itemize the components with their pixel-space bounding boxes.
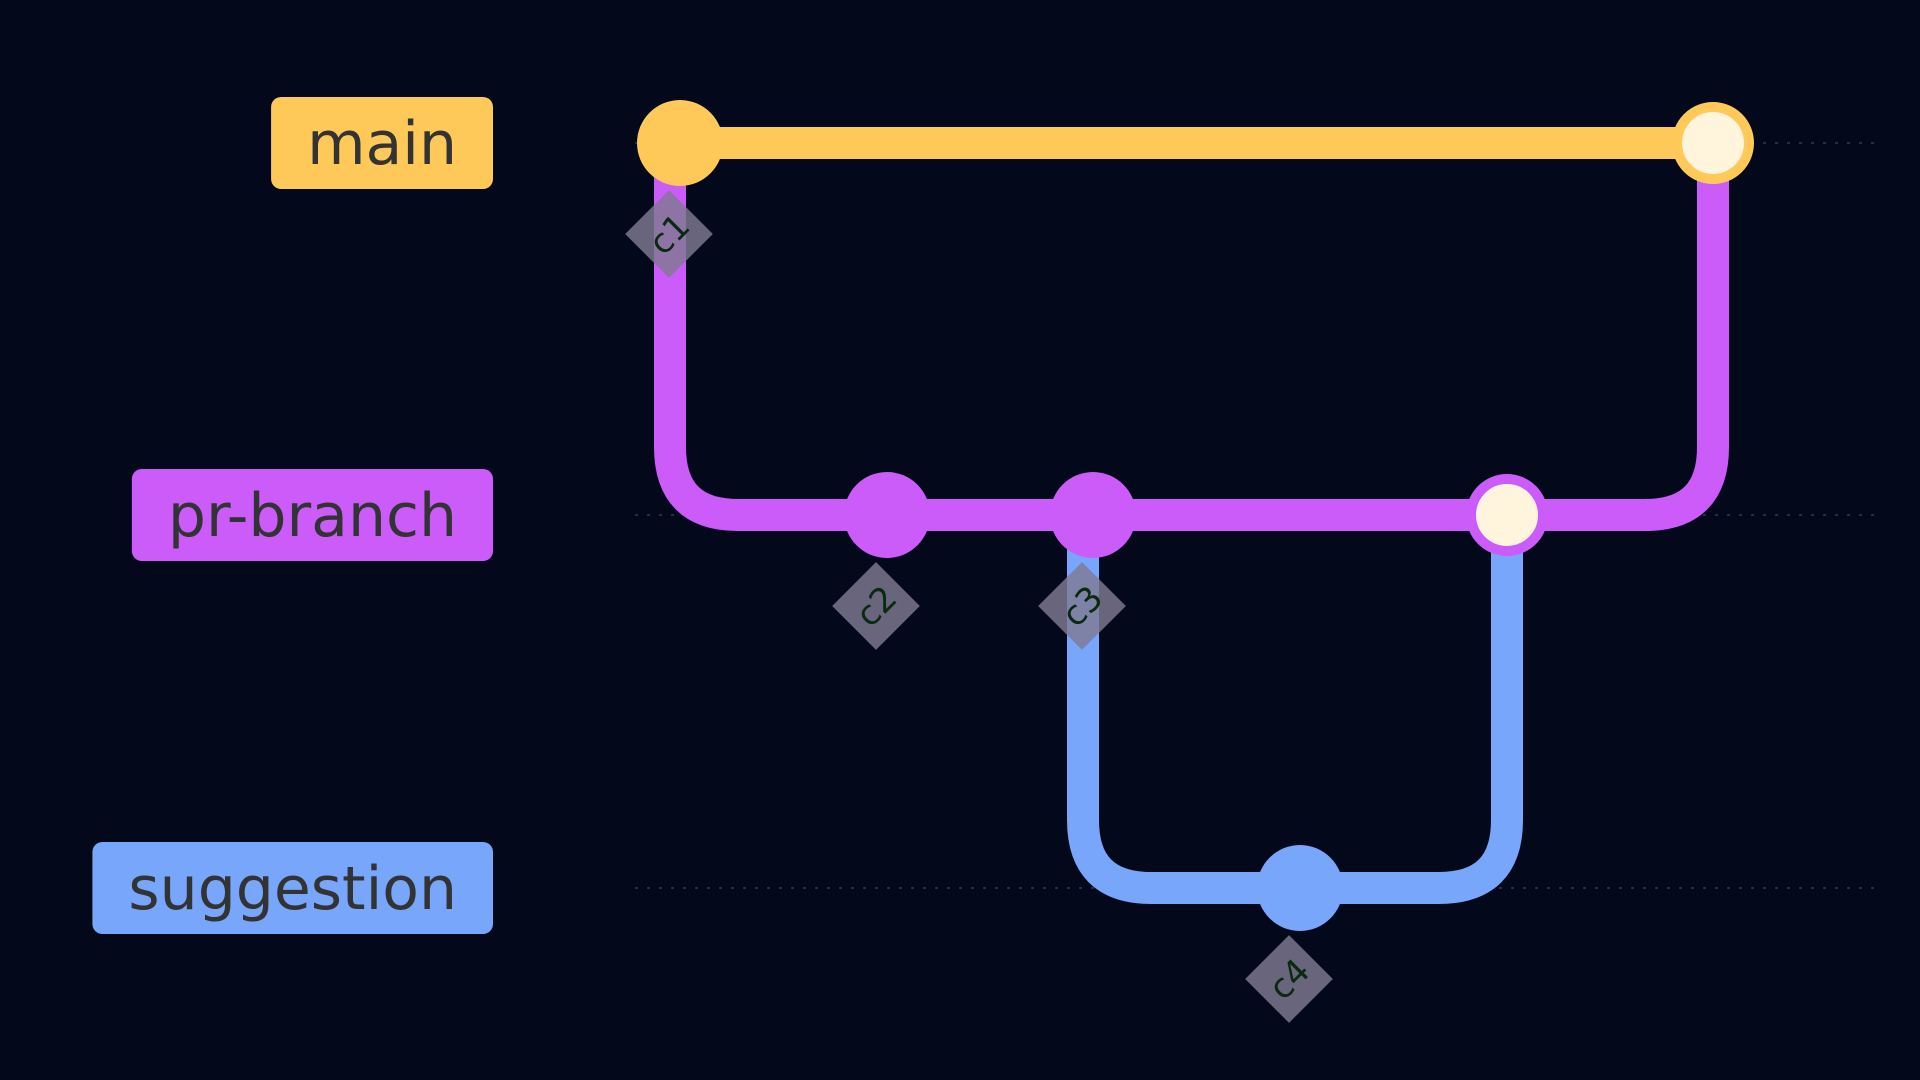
- commit-label-tag: [1038, 562, 1126, 650]
- branch-label-suggestion: [92, 842, 493, 934]
- commit-label-c3: c3: [1038, 562, 1126, 650]
- commit-nodes: [637, 100, 1754, 931]
- commit-labels: c1 c2 c3 c4: [625, 190, 1333, 1023]
- branch-label-pr-branch: [131, 469, 493, 561]
- branch-label-text-suggestion: suggestion: [128, 854, 457, 924]
- commit-label-c2: c2: [832, 562, 920, 650]
- edge-c4-to-merge-suggestion: [1300, 515, 1523, 904]
- commit-label-c1: c1: [625, 190, 713, 278]
- merge-commit-merge-pr: [1672, 102, 1754, 184]
- commit-label-c4: c4: [1245, 935, 1333, 1023]
- merge-commit-merge-suggestion: [1466, 474, 1548, 556]
- commit-label-tag: [625, 190, 713, 278]
- commit-node-c2: [844, 472, 930, 558]
- branch-labels: main pr-branch suggestion: [92, 97, 493, 934]
- edge-merge-suggestion-to-merge-pr: [1507, 143, 1729, 531]
- commit-label-tag: [832, 562, 920, 650]
- commit-node-c3: [1050, 472, 1136, 558]
- branch-label-main: [271, 97, 493, 189]
- commit-label-tag: [1245, 935, 1333, 1023]
- edge-c3-to-c4: [1067, 515, 1300, 904]
- branch-edges: [654, 127, 1729, 904]
- branch-label-text-pr-branch: pr-branch: [168, 481, 457, 551]
- commit-node-c4: [1257, 845, 1343, 931]
- commit-node-c1: [637, 100, 723, 186]
- branch-label-text-main: main: [307, 109, 457, 179]
- edge-c1-to-c2: [654, 143, 887, 531]
